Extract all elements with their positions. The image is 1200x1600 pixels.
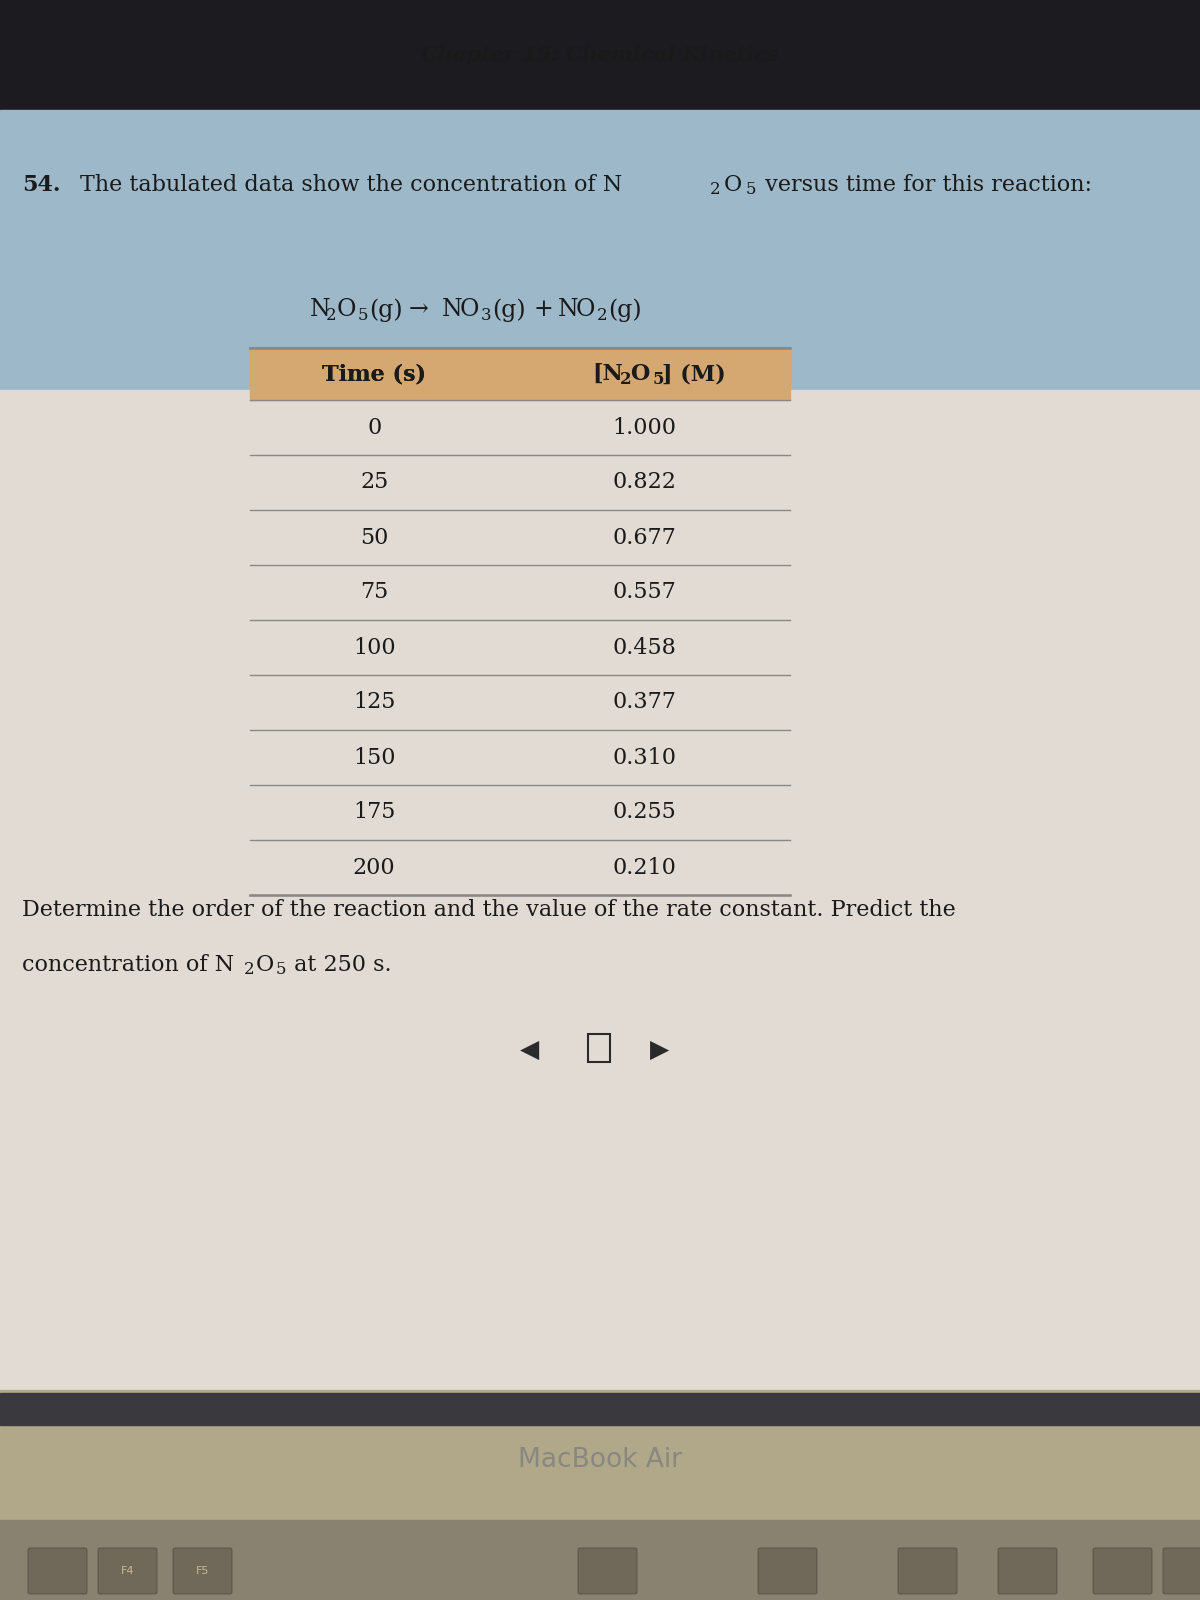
- Bar: [0, 1394, 1200, 1426]
- Text: 0.210: 0.210: [612, 856, 676, 878]
- Bar: [0, 110, 1200, 390]
- Text: (g): (g): [370, 298, 403, 322]
- Text: [N: [N: [593, 363, 623, 386]
- FancyBboxPatch shape: [578, 1549, 637, 1594]
- Text: 0.458: 0.458: [612, 637, 676, 659]
- Text: 0.822: 0.822: [612, 472, 676, 493]
- Text: 0.557: 0.557: [612, 581, 676, 603]
- Text: (g): (g): [608, 298, 642, 322]
- Text: 5: 5: [276, 962, 287, 979]
- Bar: [250, 675, 790, 730]
- Text: 25: 25: [360, 472, 389, 493]
- Text: 0.377: 0.377: [612, 691, 676, 714]
- Text: O: O: [337, 299, 356, 322]
- Text: Time (s): Time (s): [322, 363, 426, 386]
- Text: 5: 5: [653, 371, 664, 387]
- Text: The tabulated data show the concentration of N: The tabulated data show the concentratio…: [80, 174, 623, 195]
- Bar: [250, 730, 790, 786]
- Text: 125: 125: [353, 691, 395, 714]
- Text: →: →: [409, 299, 428, 322]
- Text: Chapter 15: Chemical Kinetics: Chapter 15: Chemical Kinetics: [421, 45, 779, 66]
- Text: 2: 2: [620, 371, 632, 387]
- Text: 5: 5: [358, 307, 368, 325]
- Text: 175: 175: [353, 802, 395, 824]
- Bar: [250, 565, 790, 619]
- Text: O: O: [724, 174, 743, 195]
- Text: 150: 150: [353, 747, 396, 768]
- Text: versus time for this reaction:: versus time for this reaction:: [758, 174, 1092, 195]
- Text: O: O: [630, 363, 649, 386]
- Text: MacBook Air: MacBook Air: [518, 1446, 682, 1474]
- Text: 0.677: 0.677: [612, 526, 676, 549]
- Text: concentration of N: concentration of N: [22, 954, 234, 976]
- FancyBboxPatch shape: [998, 1549, 1057, 1594]
- FancyBboxPatch shape: [1093, 1549, 1152, 1594]
- Text: 2: 2: [710, 181, 721, 198]
- Bar: [0, 1390, 1200, 1600]
- Bar: [250, 349, 790, 400]
- Text: ◀: ◀: [521, 1038, 540, 1062]
- Text: O: O: [460, 299, 480, 322]
- Text: N: N: [558, 299, 578, 322]
- Text: 54.: 54.: [22, 174, 60, 195]
- Text: 0.255: 0.255: [612, 802, 676, 824]
- FancyBboxPatch shape: [898, 1549, 958, 1594]
- Text: 5: 5: [746, 181, 756, 198]
- FancyBboxPatch shape: [28, 1549, 88, 1594]
- Text: F5: F5: [196, 1566, 209, 1576]
- Text: 75: 75: [360, 581, 389, 603]
- Bar: [0, 1520, 1200, 1600]
- Text: O: O: [576, 299, 595, 322]
- Bar: [588, 1034, 610, 1062]
- Text: ] (M): ] (M): [662, 363, 726, 386]
- Text: +: +: [534, 299, 553, 322]
- Bar: [0, 0, 1200, 110]
- Bar: [250, 510, 790, 565]
- Text: Time (s): Time (s): [322, 363, 426, 386]
- Text: 2: 2: [598, 307, 607, 325]
- FancyBboxPatch shape: [173, 1549, 232, 1594]
- Text: 100: 100: [353, 637, 396, 659]
- Text: N: N: [442, 299, 463, 322]
- Text: N: N: [310, 299, 331, 322]
- Text: ▶: ▶: [650, 1038, 670, 1062]
- FancyBboxPatch shape: [758, 1549, 817, 1594]
- Bar: [250, 454, 790, 510]
- Text: at 250 s.: at 250 s.: [287, 954, 391, 976]
- Text: F4: F4: [121, 1566, 134, 1576]
- Text: (g): (g): [492, 298, 526, 322]
- Text: 200: 200: [353, 856, 396, 878]
- Text: 2: 2: [326, 307, 337, 325]
- Text: 0: 0: [367, 416, 382, 438]
- Text: Determine the order of the reaction and the value of the rate constant. Predict : Determine the order of the reaction and …: [22, 899, 955, 922]
- Bar: [250, 786, 790, 840]
- Bar: [250, 400, 790, 454]
- Text: O: O: [256, 954, 275, 976]
- FancyBboxPatch shape: [1163, 1549, 1200, 1594]
- Bar: [250, 840, 790, 894]
- Bar: [0, 390, 1200, 1390]
- Text: 1.000: 1.000: [612, 416, 677, 438]
- Bar: [250, 619, 790, 675]
- Text: 2: 2: [244, 962, 254, 979]
- Text: 0.310: 0.310: [612, 747, 677, 768]
- Text: 3: 3: [481, 307, 492, 325]
- FancyBboxPatch shape: [98, 1549, 157, 1594]
- Text: 50: 50: [360, 526, 389, 549]
